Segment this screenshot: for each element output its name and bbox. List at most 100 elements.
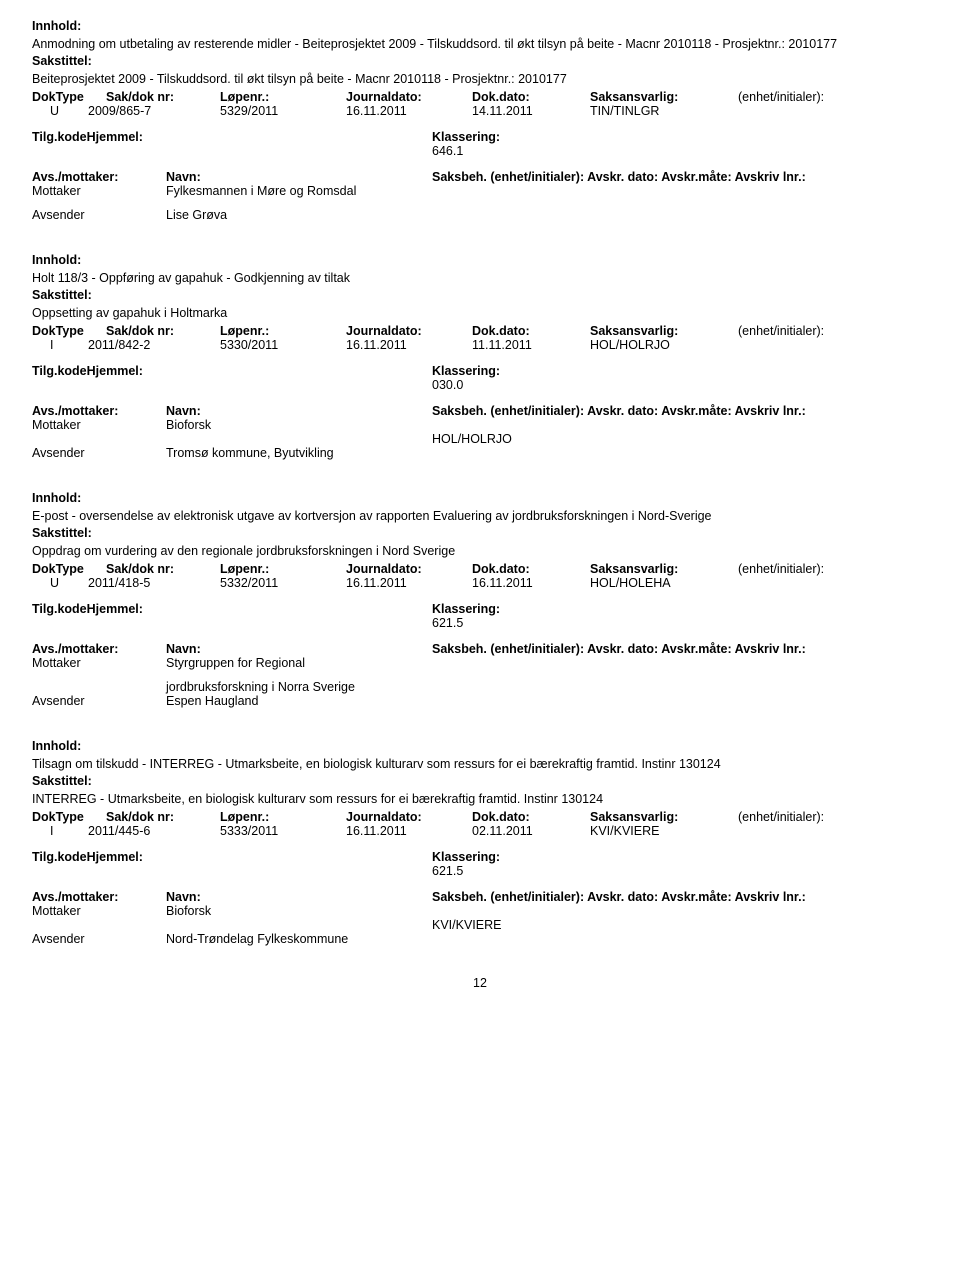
recipient-row: MottakerFylkesmannen i Møre og Romsdal <box>32 184 928 198</box>
recipient-name: Bioforsk <box>166 418 432 432</box>
val-lopenr: 5332/2011 <box>220 576 346 590</box>
label-saksbeh: Saksbeh. (enhet/initialer): Avskr. dato:… <box>432 890 928 904</box>
label-avs-mottaker: Avs./mottaker: <box>32 890 166 904</box>
field-header-row: DokTypeSak/dok nr:Løpenr.:Journaldato:Do… <box>32 90 928 104</box>
label-saksbeh: Saksbeh. (enhet/initialer): Avskr. dato:… <box>432 170 928 184</box>
val-journaldato: 16.11.2011 <box>346 824 472 838</box>
val-doktype: U <box>32 104 88 118</box>
field-value-row: U2009/865-75329/201116.11.201114.11.2011… <box>32 104 928 118</box>
val-klassering: 621.5 <box>432 864 500 878</box>
label-saksbeh: Saksbeh. (enhet/initialer): Avskr. dato:… <box>432 404 928 418</box>
label-avs-mottaker: Avs./mottaker: <box>32 170 166 184</box>
hdr-saknr: Sak/dok nr: <box>106 810 220 824</box>
hdr-journaldato: Journaldato: <box>346 562 472 576</box>
recipient-header: Avs./mottaker:Navn:Saksbeh. (enhet/initi… <box>32 170 928 184</box>
hdr-lopenr: Løpenr.: <box>220 90 346 104</box>
label-innhold: Innhold: <box>32 252 928 270</box>
val-lopenr: 5333/2011 <box>220 824 346 838</box>
recipient-name: jordbruksforskning i Norra Sverige <box>166 680 432 694</box>
val-klassering: 621.5 <box>432 616 500 630</box>
label-navn: Navn: <box>166 404 432 418</box>
recipient-role: Avsender <box>32 446 166 460</box>
val-lopenr: 5329/2011 <box>220 104 346 118</box>
recipient-role: Avsender <box>32 694 166 708</box>
recipient-role <box>32 680 166 694</box>
recipient-row: MottakerBioforsk <box>32 904 928 918</box>
hdr-saknr: Sak/dok nr: <box>106 324 220 338</box>
recipient-code: KVI/KVIERE <box>432 918 501 932</box>
val-klassering: 646.1 <box>432 144 500 158</box>
label-innhold: Innhold: <box>32 490 928 508</box>
hdr-lopenr: Løpenr.: <box>220 810 346 824</box>
label-klassering: Klassering: <box>432 130 500 144</box>
label-innhold: Innhold: <box>32 18 928 36</box>
hdr-journaldato: Journaldato: <box>346 90 472 104</box>
val-journaldato: 16.11.2011 <box>346 576 472 590</box>
label-klassering: Klassering: <box>432 364 500 378</box>
hdr-saknr: Sak/dok nr: <box>106 562 220 576</box>
val-doktype: U <box>32 576 88 590</box>
hdr-saksansvarlig: Saksansvarlig: <box>590 810 738 824</box>
sakstittel-text: INTERREG - Utmarksbeite, en biologisk ku… <box>32 791 928 809</box>
hdr-saksansvarlig: Saksansvarlig: <box>590 324 738 338</box>
recipient-header: Avs./mottaker:Navn:Saksbeh. (enhet/initi… <box>32 642 928 656</box>
recipient-name <box>166 432 432 446</box>
recipient-row: HOL/HOLRJO <box>32 432 928 446</box>
recipient-name <box>166 918 432 932</box>
label-saksbeh: Saksbeh. (enhet/initialer): Avskr. dato:… <box>432 642 928 656</box>
recipient-name: Espen Haugland <box>166 694 432 708</box>
val-saksansvarlig: HOL/HOLRJO <box>590 338 738 352</box>
label-sakstittel: Sakstittel: <box>32 53 928 71</box>
journal-entry: Innhold:Anmodning om utbetaling av reste… <box>32 18 928 222</box>
hdr-saksansvarlig: Saksansvarlig: <box>590 90 738 104</box>
recipient-role <box>32 432 166 446</box>
recipient-row: AvsenderLise Grøva <box>32 208 928 222</box>
hdr-doktype: DokType <box>32 90 106 104</box>
label-avs-mottaker: Avs./mottaker: <box>32 642 166 656</box>
val-saksansvarlig: TIN/TINLGR <box>590 104 738 118</box>
hdr-saksansvarlig: Saksansvarlig: <box>590 562 738 576</box>
innhold-text: Tilsagn om tilskudd - INTERREG - Utmarks… <box>32 756 928 774</box>
recipient-row: MottakerStyrgruppen for Regional <box>32 656 928 670</box>
recipient-header: Avs./mottaker:Navn:Saksbeh. (enhet/initi… <box>32 890 928 904</box>
recipient-row: KVI/KVIERE <box>32 918 928 932</box>
blank-line <box>32 198 928 208</box>
recipient-name: Tromsø kommune, Byutvikling <box>166 446 432 460</box>
innhold-text: Holt 118/3 - Oppføring av gapahuk - Godk… <box>32 270 928 288</box>
journal-entry: Innhold:Holt 118/3 - Oppføring av gapahu… <box>32 252 928 460</box>
recipient-code: HOL/HOLRJO <box>432 432 512 446</box>
recipient-role <box>32 918 166 932</box>
val-doktype: I <box>32 338 88 352</box>
recipient-name: Nord-Trøndelag Fylkeskommune <box>166 932 432 946</box>
label-klassering: Klassering: <box>432 602 500 616</box>
klassering-row: Tilg.kodeHjemmel:Klassering:621.5 <box>32 602 928 630</box>
hdr-journaldato: Journaldato: <box>346 810 472 824</box>
val-saknr: 2011/445-6 <box>88 824 220 838</box>
hdr-lopenr: Løpenr.: <box>220 324 346 338</box>
recipient-row: AvsenderTromsø kommune, Byutvikling <box>32 446 928 460</box>
hdr-doktype: DokType <box>32 810 106 824</box>
recipient-row: jordbruksforskning i Norra Sverige <box>32 680 928 694</box>
innhold-text: Anmodning om utbetaling av resterende mi… <box>32 36 928 54</box>
hdr-enhet: (enhet/initialer): <box>738 324 928 338</box>
recipient-name: Bioforsk <box>166 904 432 918</box>
innhold-text: E-post - oversendelse av elektronisk utg… <box>32 508 928 526</box>
field-header-row: DokTypeSak/dok nr:Løpenr.:Journaldato:Do… <box>32 810 928 824</box>
label-tilg: Tilg.kodeHjemmel: <box>32 130 432 158</box>
recipient-name: Styrgruppen for Regional <box>166 656 432 670</box>
recipient-header: Avs./mottaker:Navn:Saksbeh. (enhet/initi… <box>32 404 928 418</box>
hdr-enhet: (enhet/initialer): <box>738 810 928 824</box>
field-header-row: DokTypeSak/dok nr:Løpenr.:Journaldato:Do… <box>32 324 928 338</box>
sakstittel-text: Beiteprosjektet 2009 - Tilskuddsord. til… <box>32 71 928 89</box>
recipient-row: AvsenderNord-Trøndelag Fylkeskommune <box>32 932 928 946</box>
val-saknr: 2011/418-5 <box>88 576 220 590</box>
label-navn: Navn: <box>166 642 432 656</box>
klassering-row: Tilg.kodeHjemmel:Klassering:621.5 <box>32 850 928 878</box>
recipient-role: Mottaker <box>32 418 166 432</box>
val-lopenr: 5330/2011 <box>220 338 346 352</box>
hdr-dokdato: Dok.dato: <box>472 90 590 104</box>
recipient-row: AvsenderEspen Haugland <box>32 694 928 708</box>
klassering-row: Tilg.kodeHjemmel:Klassering:646.1 <box>32 130 928 158</box>
field-value-row: I2011/445-65333/201116.11.201102.11.2011… <box>32 824 928 838</box>
val-dokdato: 16.11.2011 <box>472 576 590 590</box>
